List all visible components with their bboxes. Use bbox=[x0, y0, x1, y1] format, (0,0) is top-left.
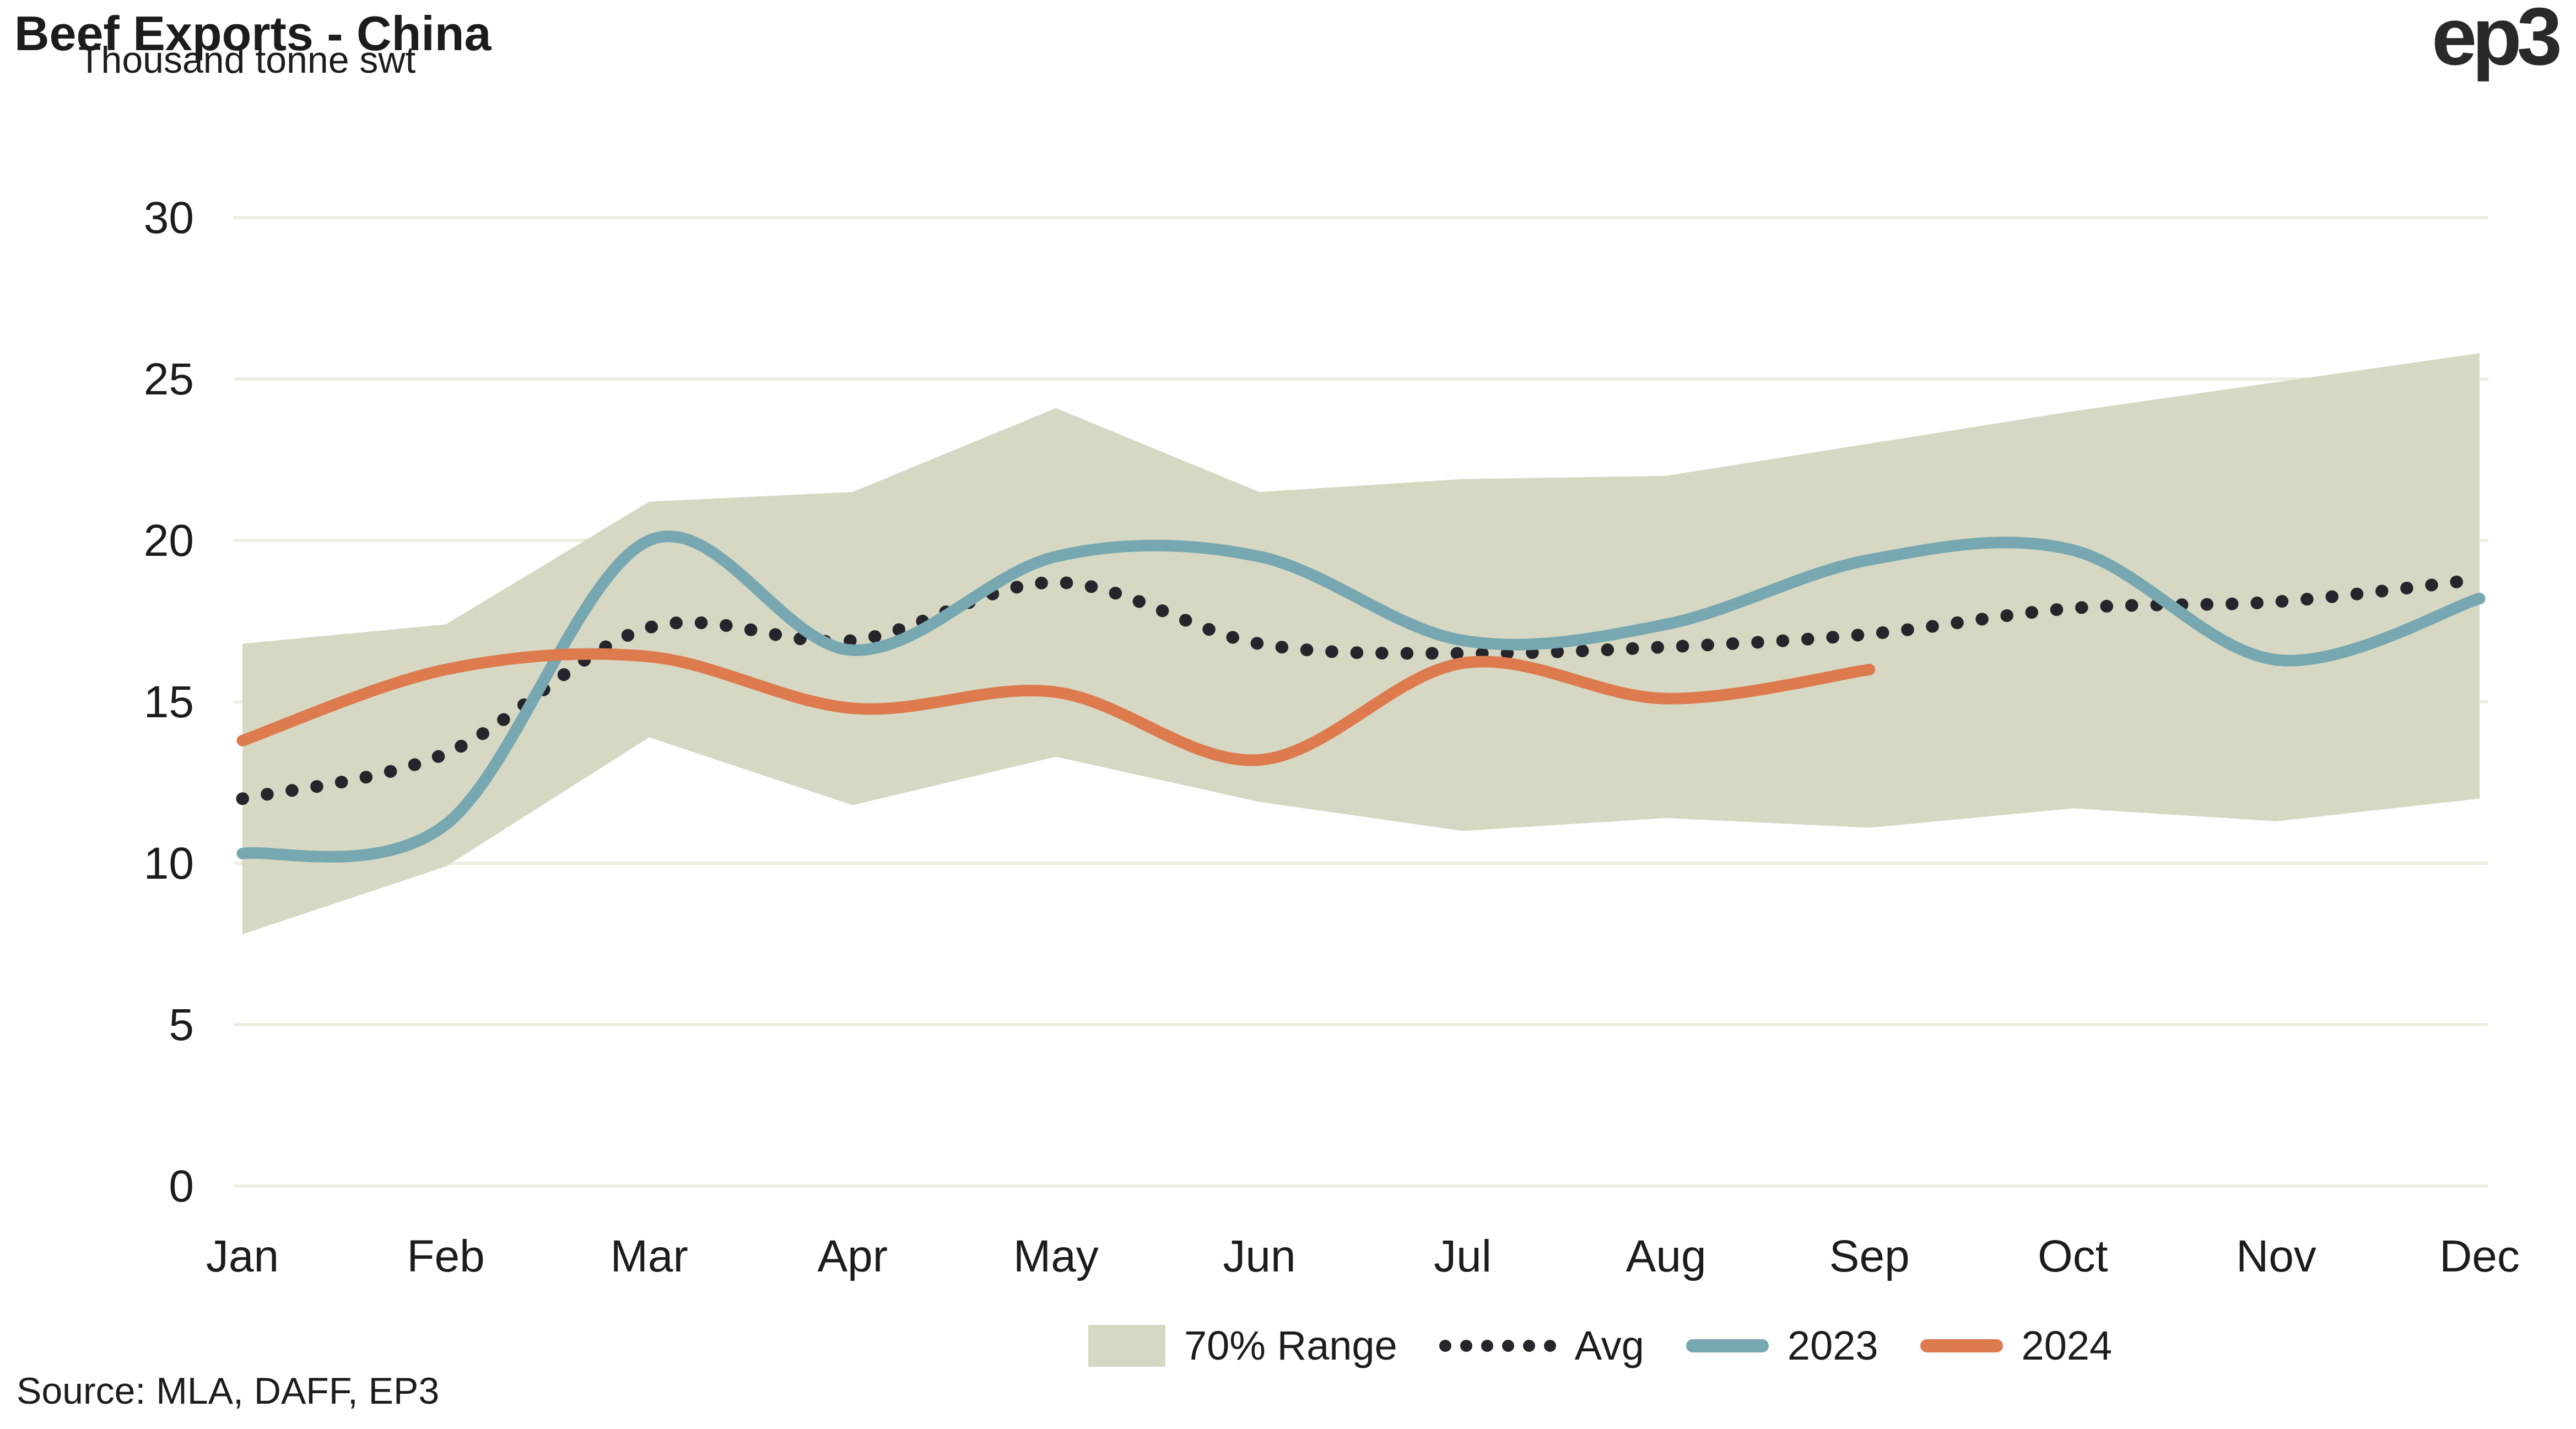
ep3-logo: ep3 bbox=[2431, 0, 2562, 82]
y-tick-10: 10 bbox=[144, 838, 194, 889]
legend-item-range: 70% Range bbox=[1088, 1322, 1397, 1369]
x-tick-apr: Apr bbox=[817, 1231, 888, 1281]
x-tick-feb: Feb bbox=[407, 1231, 484, 1281]
x-tick-oct: Oct bbox=[2038, 1231, 2108, 1281]
legend-item-2023: 2023 bbox=[1686, 1322, 1878, 1369]
y-tick-30: 30 bbox=[144, 193, 194, 243]
x-tick-mar: Mar bbox=[611, 1231, 688, 1281]
x-tick-aug: Aug bbox=[1626, 1231, 1706, 1281]
legend-label-2024: 2024 bbox=[2021, 1323, 2113, 1368]
legend-label-2023: 2023 bbox=[1787, 1323, 1878, 1368]
x-tick-nov: Nov bbox=[2236, 1231, 2316, 1281]
series-line-2023 bbox=[236, 531, 2486, 863]
x-tick-sep: Sep bbox=[1829, 1231, 1910, 1281]
x-tick-jul: Jul bbox=[1434, 1231, 1492, 1281]
source-note: Source: MLA, DAFF, EP3 bbox=[17, 1370, 440, 1412]
legend-label-avg: Avg bbox=[1574, 1323, 1644, 1368]
series-line-2024 bbox=[236, 648, 1876, 766]
range-band bbox=[242, 353, 2480, 934]
legend-item-avg: Avg bbox=[1439, 1322, 1644, 1369]
chart-legend: 70% Range Avg 2023 2024 bbox=[1088, 1322, 2112, 1369]
range-swatch bbox=[1088, 1324, 1165, 1367]
x-tick-may: May bbox=[1013, 1231, 1099, 1281]
x-tick-jun: Jun bbox=[1223, 1231, 1295, 1281]
y-tick-25: 25 bbox=[144, 354, 194, 404]
legend-item-2024: 2024 bbox=[1920, 1322, 2113, 1369]
line-2024-swatch bbox=[1920, 1339, 2003, 1352]
y-axis-units-label: Thousand tonne swt bbox=[78, 39, 416, 81]
line-2023-swatch bbox=[1686, 1339, 1769, 1352]
legend-label-range: 70% Range bbox=[1184, 1323, 1397, 1368]
y-tick-20: 20 bbox=[144, 516, 194, 566]
x-tick-jan: Jan bbox=[206, 1231, 279, 1281]
avg-dotted-swatch bbox=[1439, 1339, 1556, 1352]
y-tick-0: 0 bbox=[169, 1161, 194, 1211]
y-tick-15: 15 bbox=[144, 677, 194, 727]
y-tick-5: 5 bbox=[169, 1000, 194, 1050]
x-tick-dec: Dec bbox=[2439, 1231, 2520, 1281]
series-line-avg bbox=[236, 572, 2486, 805]
page-title: Beef Exports - China bbox=[14, 6, 492, 61]
